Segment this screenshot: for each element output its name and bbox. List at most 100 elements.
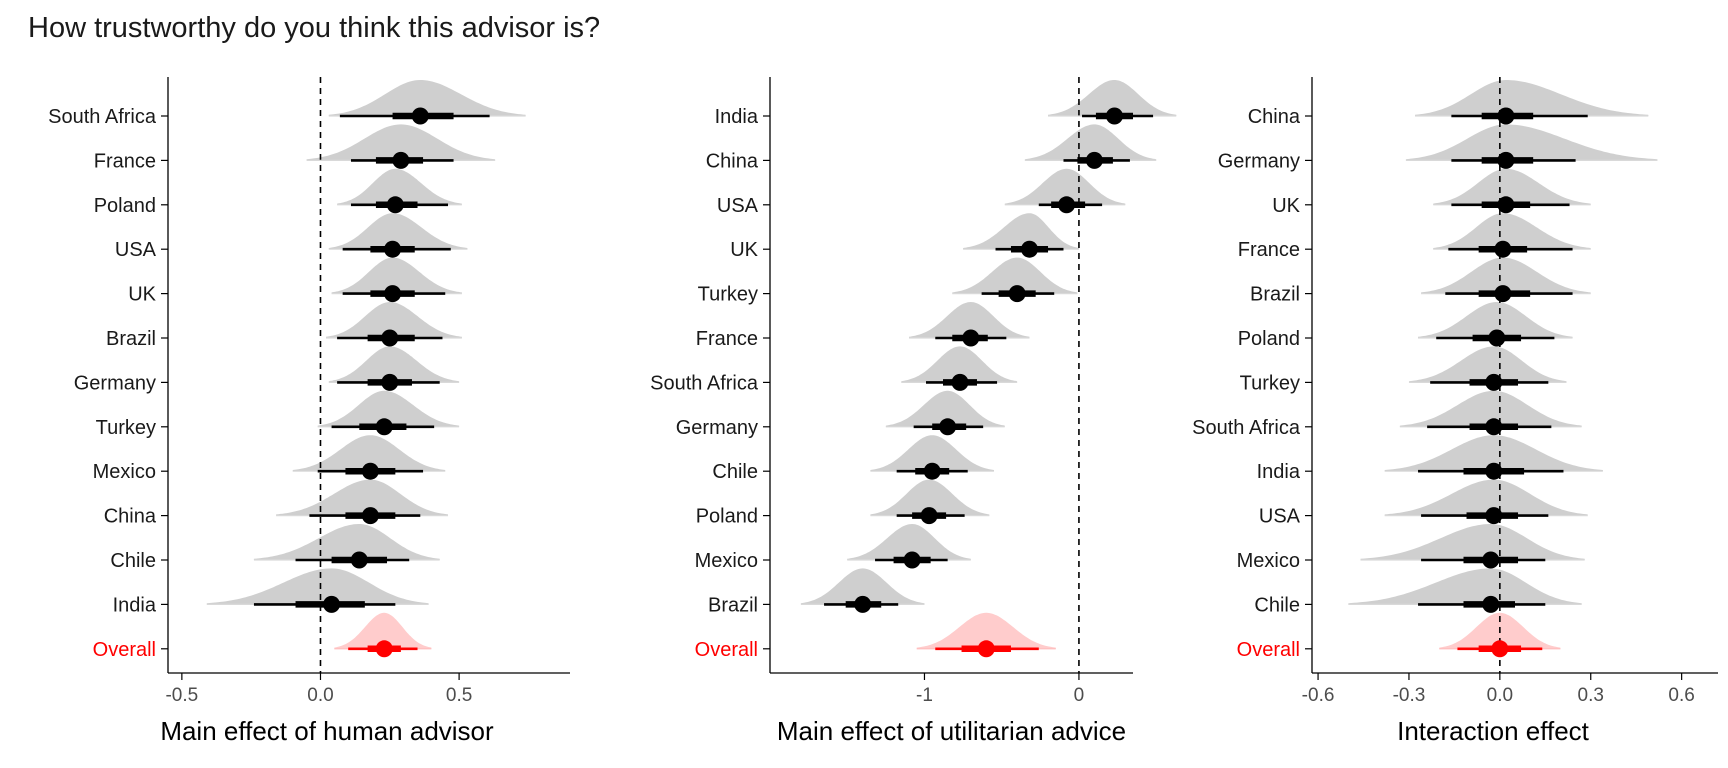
point-poland <box>920 507 938 525</box>
point-uk <box>384 285 402 303</box>
density-france <box>1433 213 1591 250</box>
ytick-label-uk: UK <box>1272 195 1300 217</box>
ytick-label-chile: Chile <box>712 461 758 483</box>
ytick-label-france: France <box>1238 239 1300 261</box>
ytick-label-overall: Overall <box>1237 639 1300 661</box>
xtick-label-1: 0.0 <box>307 685 333 706</box>
ytick-label-turkey: Turkey <box>698 284 758 306</box>
density-poland <box>870 479 990 516</box>
ytick-label-uk: UK <box>128 284 156 306</box>
point-south-africa <box>1485 418 1503 436</box>
point-chile <box>923 462 941 480</box>
point-uk <box>1497 196 1515 214</box>
density-mexico <box>847 524 971 560</box>
point-mexico <box>361 462 379 480</box>
ytick-label-overall: Overall <box>93 639 156 661</box>
chart-title: How trustworthy do you think this adviso… <box>28 12 601 44</box>
ytick-label-china: China <box>1248 106 1301 128</box>
point-overall <box>1491 640 1509 658</box>
ytick-label-south-africa: South Africa <box>1192 417 1301 439</box>
point-turkey <box>375 418 393 436</box>
point-france <box>392 151 410 169</box>
density-india <box>1048 80 1177 116</box>
density-chile <box>870 435 994 472</box>
point-germany <box>1497 151 1515 169</box>
density-germany <box>885 390 1005 427</box>
density-overall <box>916 612 1056 649</box>
point-brazil <box>854 595 872 613</box>
xtick-label-3: 0.3 <box>1578 685 1604 706</box>
xtick-label-1: -0.3 <box>1393 685 1426 706</box>
density-poland <box>337 168 462 205</box>
ytick-label-india: India <box>113 594 157 616</box>
ytick-label-usa: USA <box>115 239 157 261</box>
point-brazil <box>1494 285 1512 303</box>
density-usa <box>1384 479 1588 516</box>
ytick-label-brazil: Brazil <box>106 328 156 350</box>
ytick-label-south-africa: South Africa <box>650 372 759 394</box>
ytick-label-south-africa: South Africa <box>48 106 157 128</box>
xtick-label-0: -1 <box>916 685 933 706</box>
density-uk <box>1433 168 1591 205</box>
point-india <box>1485 462 1503 480</box>
ytick-label-brazil: Brazil <box>708 594 758 616</box>
density-brazil <box>326 302 462 338</box>
ytick-label-chile: Chile <box>1254 594 1300 616</box>
density-china <box>276 479 448 516</box>
ytick-label-germany: Germany <box>1218 150 1300 172</box>
ytick-label-turkey: Turkey <box>96 417 156 439</box>
density-south-africa <box>328 80 526 116</box>
point-india <box>1105 107 1123 125</box>
x-axis-title: Interaction effect <box>1397 716 1590 746</box>
point-brazil <box>381 329 399 347</box>
point-poland <box>386 196 404 214</box>
point-china <box>1085 151 1103 169</box>
density-brazil <box>1421 257 1591 294</box>
point-usa <box>1485 507 1503 525</box>
point-turkey <box>1485 373 1503 391</box>
ytick-label-france: France <box>94 150 156 172</box>
point-chile <box>1482 595 1500 613</box>
density-france <box>909 302 1030 338</box>
density-overall <box>334 612 432 649</box>
ytick-label-usa: USA <box>1259 506 1301 528</box>
ytick-label-poland: Poland <box>94 195 156 217</box>
point-germany <box>381 373 399 391</box>
density-india <box>206 568 429 605</box>
ytick-label-overall: Overall <box>695 639 758 661</box>
ytick-label-mexico: Mexico <box>1237 550 1300 572</box>
point-france <box>1494 240 1512 258</box>
point-france <box>962 329 980 347</box>
density-turkey <box>1408 346 1567 383</box>
ytick-label-uk: UK <box>730 239 758 261</box>
point-overall <box>977 640 995 658</box>
point-poland <box>1488 329 1506 347</box>
ytick-label-mexico: Mexico <box>93 461 156 483</box>
density-chile <box>1348 568 1582 605</box>
point-chile <box>350 551 368 569</box>
point-uk <box>1021 240 1039 258</box>
density-china <box>1024 124 1157 161</box>
point-india <box>323 595 341 613</box>
density-brazil <box>800 568 925 605</box>
ytick-label-germany: Germany <box>676 417 758 439</box>
panel-interaction-effect: China Germany UK France Brazil Poland Turkey So… <box>1192 77 1718 746</box>
ytick-label-brazil: Brazil <box>1250 284 1300 306</box>
xtick-label-2: 0.5 <box>446 685 472 706</box>
point-turkey <box>1008 285 1026 303</box>
density-turkey <box>952 257 1078 294</box>
xtick-label-0: -0.5 <box>165 685 198 706</box>
density-mexico <box>1360 524 1585 560</box>
density-chile <box>253 524 440 560</box>
ytick-label-poland: Poland <box>1238 328 1300 350</box>
density-china <box>1415 80 1649 116</box>
density-south-africa <box>1399 390 1582 427</box>
x-axis-title: Main effect of human advisor <box>160 716 494 746</box>
density-south-africa <box>901 346 1018 383</box>
ytick-label-chile: Chile <box>110 550 156 572</box>
xtick-label-2: 0.0 <box>1487 685 1513 706</box>
ytick-label-china: China <box>706 150 759 172</box>
ytick-label-mexico: Mexico <box>695 550 758 572</box>
x-axis-title: Main effect of utilitarian advice <box>777 716 1126 746</box>
